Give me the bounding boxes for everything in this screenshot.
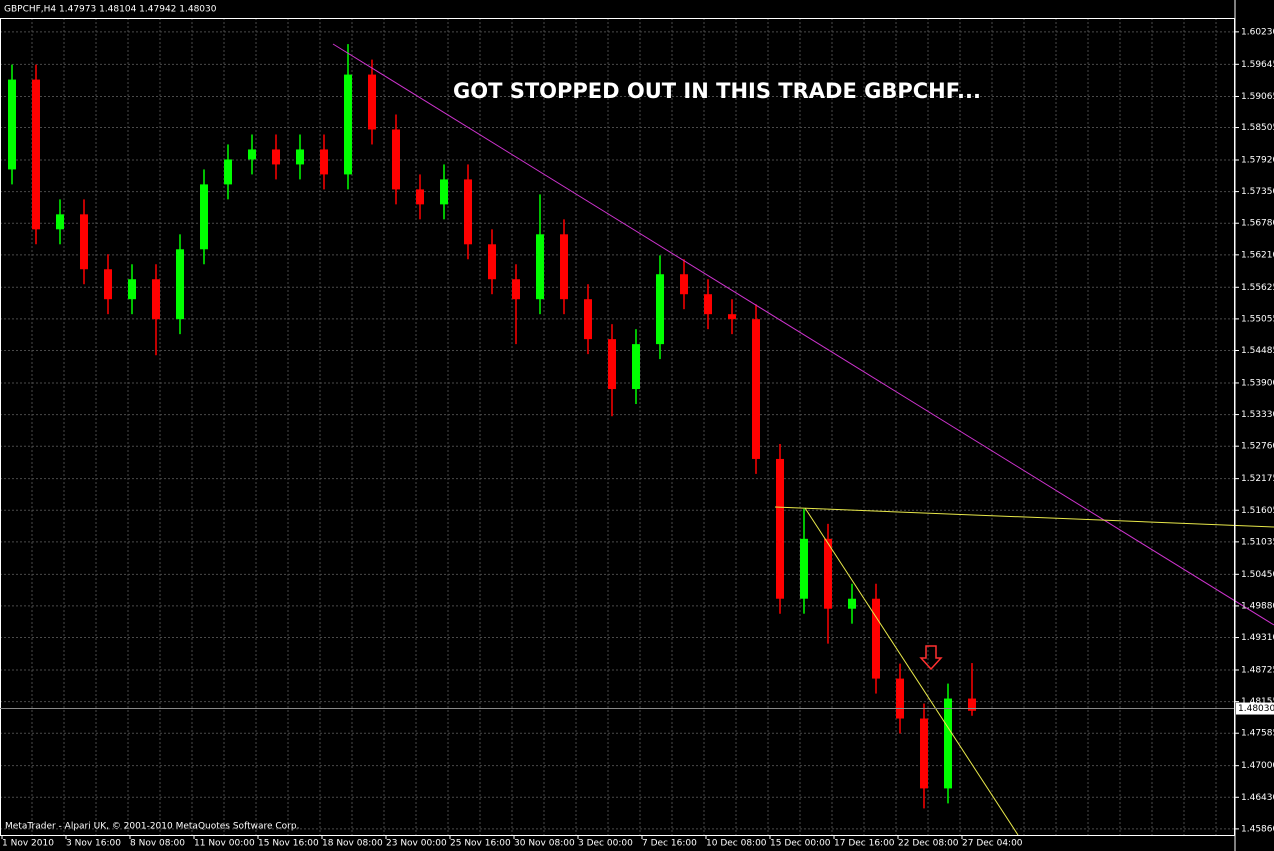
y-tick-label: 1.57350 <box>1241 187 1274 197</box>
y-tick-label: 1.55055 <box>1241 314 1274 324</box>
candle-body <box>368 74 376 130</box>
candle-body <box>560 234 568 300</box>
y-tick-label: 1.46430 <box>1241 793 1274 803</box>
y-tick-label: 1.60230 <box>1241 27 1274 37</box>
candle-body <box>32 79 40 230</box>
candle-body <box>80 214 88 270</box>
candle-body <box>344 74 352 175</box>
x-tick-label: 27 Dec 04:00 <box>962 839 1023 849</box>
candle-body <box>848 598 856 609</box>
x-tick-label: 7 Dec 16:00 <box>642 839 697 849</box>
y-tick-label: 1.55625 <box>1241 283 1274 293</box>
y-tick-label: 1.56210 <box>1241 250 1274 260</box>
y-tick-label: 1.54485 <box>1241 346 1274 356</box>
candle-body <box>56 214 64 230</box>
price-label-box <box>1236 702 1274 715</box>
y-tick-label: 1.59645 <box>1241 60 1274 70</box>
y-tick-label: 1.52760 <box>1241 442 1274 452</box>
x-tick-label: 30 Nov 08:00 <box>514 839 575 849</box>
x-tick-label: 3 Dec 00:00 <box>578 839 633 849</box>
candle-body <box>104 269 112 300</box>
chart-title: GBPCHF,H4 1.47973 1.48104 1.47942 1.4803… <box>4 5 217 15</box>
candle-body <box>944 698 952 789</box>
candle-body <box>800 538 808 599</box>
x-tick-label: 18 Nov 08:00 <box>322 839 383 849</box>
y-tick-label: 1.49880 <box>1241 601 1274 611</box>
candle-body <box>440 179 448 205</box>
candle-body <box>512 279 520 300</box>
x-tick-label: 17 Dec 16:00 <box>834 839 895 849</box>
candle-body <box>608 339 616 390</box>
candle-body <box>752 319 760 459</box>
y-tick-label: 1.48725 <box>1241 665 1274 675</box>
y-tick-label: 1.47000 <box>1241 761 1274 771</box>
y-tick-label: 1.45860 <box>1241 824 1274 834</box>
y-tick-label: 1.52175 <box>1241 474 1274 484</box>
trend-line <box>774 506 1274 528</box>
candle-body <box>200 184 208 250</box>
candle-body <box>248 149 256 160</box>
y-tick-label: 1.56780 <box>1241 219 1274 229</box>
x-tick-label: 10 Dec 08:00 <box>706 839 767 849</box>
y-tick-label: 1.51035 <box>1241 537 1274 547</box>
candle-body <box>416 189 424 205</box>
y-tick-label: 1.53330 <box>1241 410 1274 420</box>
candle-body <box>392 129 400 190</box>
grid <box>0 18 1234 835</box>
candle-body <box>128 279 136 300</box>
candles <box>8 44 976 809</box>
annotation: GOT STOPPED OUT IN THIS TRADE GBPCHF... <box>453 79 981 103</box>
candle-body <box>896 678 904 719</box>
price-label: 1.48030 <box>1238 704 1274 714</box>
candle-body <box>776 458 784 599</box>
candle-body <box>464 179 472 245</box>
y-tick-label: 1.59065 <box>1241 92 1274 102</box>
candle-body <box>176 249 184 320</box>
candle-body <box>632 344 640 390</box>
x-tick-label: 23 Nov 00:00 <box>386 839 447 849</box>
y-tick-label: 1.53900 <box>1241 378 1274 388</box>
candle-body <box>968 698 976 711</box>
candle-body <box>488 244 496 280</box>
y-tick-label: 1.58505 <box>1241 123 1274 133</box>
y-tick-label: 1.50450 <box>1241 570 1274 580</box>
x-tick-label: 15 Nov 16:00 <box>258 839 319 849</box>
y-tick-label: 1.51605 <box>1241 506 1274 516</box>
x-tick-label: 8 Nov 08:00 <box>130 839 185 849</box>
candle-body <box>224 159 232 185</box>
candle-body <box>872 598 880 679</box>
y-tick-label: 1.48155 <box>1241 697 1274 707</box>
x-tick-label: 15 Dec 00:00 <box>770 839 831 849</box>
candle-body <box>920 718 928 789</box>
y-tick-label: 1.49310 <box>1241 633 1274 643</box>
x-tick-label: 22 Dec 08:00 <box>898 839 959 849</box>
candle-body <box>8 79 16 170</box>
y-tick-label: 1.47585 <box>1241 729 1274 739</box>
footer: MetaTrader - Alpari UK, © 2001-2010 Meta… <box>5 822 299 832</box>
x-tick-label: 1 Nov 2010 <box>2 839 54 849</box>
x-tick-label: 11 Nov 00:00 <box>194 839 255 849</box>
candle-body <box>296 149 304 165</box>
trend-line <box>332 43 1274 626</box>
x-tick-label: 25 Nov 16:00 <box>450 839 511 849</box>
candle-body <box>728 314 736 320</box>
candle-body <box>152 279 160 320</box>
candle-body <box>704 294 712 315</box>
candle-body <box>272 149 280 165</box>
candle-body <box>320 149 328 175</box>
candle-body <box>584 299 592 340</box>
trend-line <box>804 507 1019 836</box>
candle-body <box>824 538 832 609</box>
candle-body <box>536 234 544 300</box>
candle-body <box>680 274 688 295</box>
x-tick-label: 3 Nov 16:00 <box>66 839 121 849</box>
y-tick-label: 1.57920 <box>1241 155 1274 165</box>
sell-arrow <box>919 645 943 671</box>
candle-body <box>656 274 664 345</box>
